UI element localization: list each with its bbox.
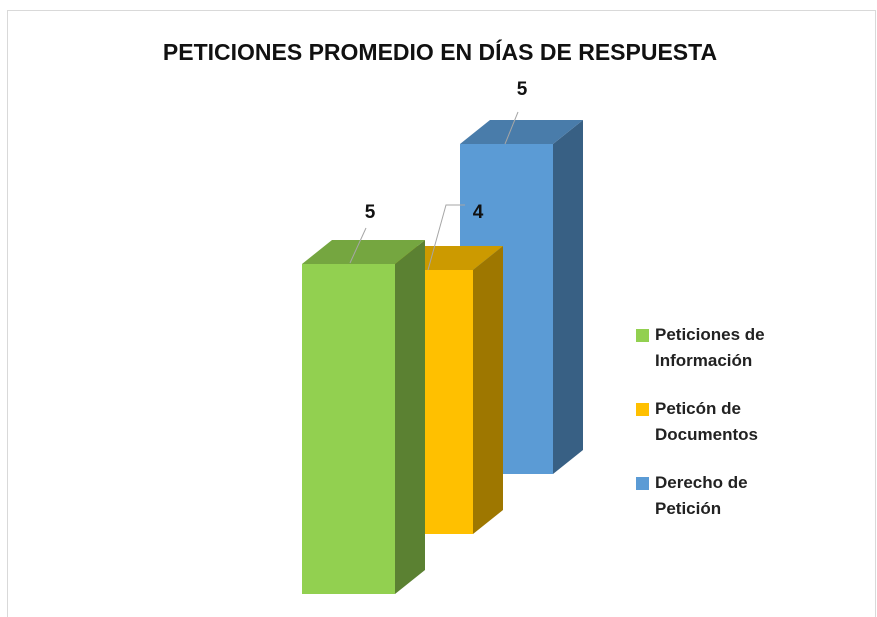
leader-line	[504, 111, 519, 145]
legend-item: Peticiones de Información	[636, 322, 796, 374]
legend: Peticiones de Información Peticón de Docu…	[636, 322, 796, 544]
bar-side	[473, 246, 503, 534]
bar-side	[395, 240, 425, 594]
legend-label: Peticón de Documentos	[655, 399, 758, 444]
data-label: 5	[365, 202, 376, 223]
legend-swatch	[636, 329, 649, 342]
chart-title: PETICIONES PROMEDIO EN DÍAS DE RESPUESTA	[163, 38, 717, 65]
data-label: 4	[473, 202, 484, 223]
chart-frame	[7, 10, 876, 617]
legend-item: Peticón de Documentos	[636, 396, 796, 448]
legend-label: Peticiones de Información	[655, 325, 765, 370]
bar-top	[460, 120, 583, 144]
bar-top	[302, 240, 425, 264]
legend-swatch	[636, 403, 649, 416]
leader-line	[427, 204, 465, 271]
data-label: 5	[517, 79, 528, 100]
legend-swatch	[636, 477, 649, 490]
bar-side	[553, 120, 583, 474]
leader-line	[349, 227, 367, 264]
legend-label: Derecho de Petición	[655, 473, 748, 518]
legend-item: Derecho de Petición	[636, 470, 796, 522]
bar	[302, 264, 395, 594]
